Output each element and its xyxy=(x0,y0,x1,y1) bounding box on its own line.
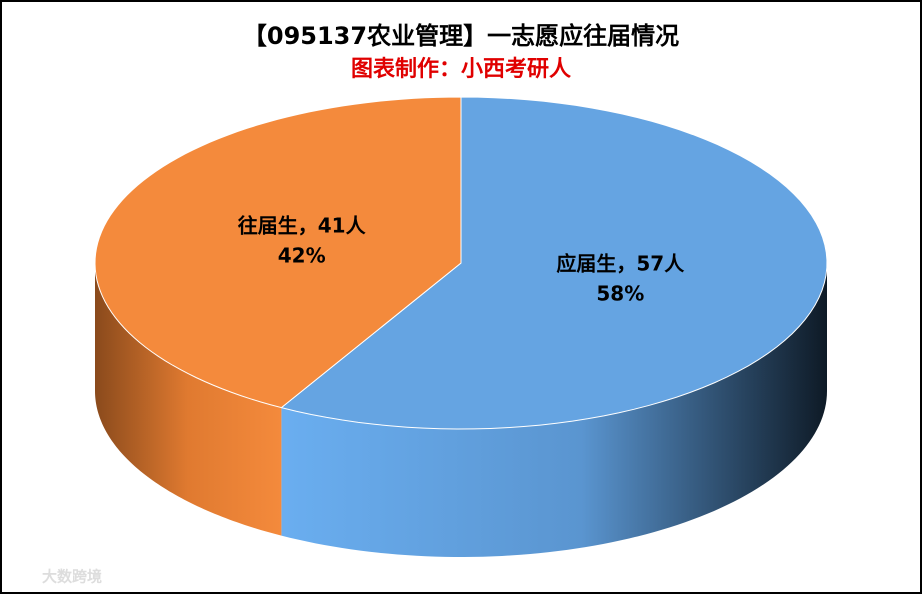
watermark: 大数跨境 xyxy=(42,568,102,586)
pie-slice xyxy=(94,96,462,409)
data-label: 应届生，57人 xyxy=(556,251,685,275)
chart-title: 【095137农业管理】一志愿应往届情况 xyxy=(243,22,679,50)
pie-side xyxy=(95,263,282,536)
pie-slice xyxy=(280,96,828,430)
percent-label: 42% xyxy=(278,244,326,268)
data-label: 往届生，41人 xyxy=(238,214,367,238)
percent-label: 58% xyxy=(596,281,644,305)
chart-subtitle: 图表制作：小西考研人 xyxy=(351,57,571,82)
pie-side xyxy=(281,263,828,557)
